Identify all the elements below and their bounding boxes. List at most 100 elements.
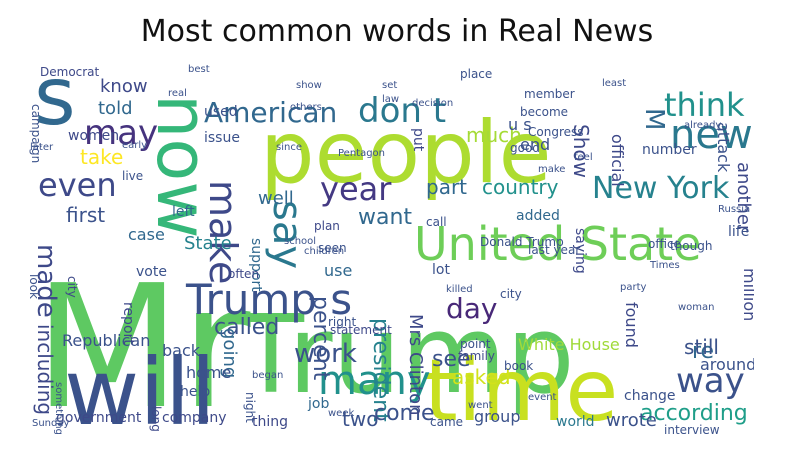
cloud-word: American: [204, 96, 337, 129]
cloud-word: feel: [574, 152, 593, 163]
cloud-word: end: [520, 135, 550, 154]
cloud-word: part: [426, 175, 467, 199]
cloud-word: percent: [308, 296, 333, 381]
cloud-word: country: [482, 175, 559, 199]
cloud-word: vote: [136, 264, 167, 280]
cloud-word: government: [56, 410, 142, 426]
cloud-word: work: [294, 339, 357, 369]
cloud-word: made: [31, 244, 61, 318]
chart-title: Most common words in Real News: [140, 14, 654, 49]
cloud-word: plan: [314, 219, 340, 233]
cloud-word: Russia: [718, 204, 750, 215]
cloud-word: city: [65, 276, 79, 298]
cloud-word: campaign: [29, 104, 43, 163]
cloud-word: support: [248, 238, 264, 292]
cloud-word: year: [320, 170, 392, 208]
cloud-word: don t: [358, 91, 446, 131]
cloud-word: according: [640, 401, 748, 426]
cloud-word: come: [374, 401, 435, 426]
cloud-word: time: [424, 341, 618, 434]
cloud-word: will: [64, 339, 216, 434]
cloud-word: lot: [432, 262, 450, 278]
cloud-word: something: [53, 382, 64, 434]
cloud-word: asked: [452, 365, 511, 389]
cloud-word: law: [382, 94, 399, 105]
cloud-word: party: [620, 282, 647, 293]
cloud-word: though: [670, 239, 712, 253]
cloud-word: city: [500, 287, 522, 301]
cloud-word: Times: [649, 260, 680, 271]
cloud-word: company: [162, 410, 227, 426]
cloud-word: want: [358, 205, 412, 230]
cloud-word: office: [648, 237, 681, 251]
cloud-word: woman: [678, 302, 715, 313]
cloud-word: week: [328, 408, 354, 419]
cloud-word: found: [622, 302, 641, 348]
cloud-word: going: [219, 328, 240, 378]
cloud-word: life: [728, 224, 749, 240]
cloud-word: long: [149, 406, 163, 432]
cloud-word: real: [168, 88, 187, 99]
cloud-word: president: [368, 318, 393, 422]
cloud-word: Pentagon: [338, 148, 385, 159]
cloud-word: even: [38, 166, 117, 204]
cloud-word: call: [426, 215, 447, 229]
cloud-word: two: [342, 407, 378, 431]
cloud-word: official: [608, 134, 627, 187]
cloud-word: White House: [518, 335, 620, 354]
cloud-word: still: [684, 335, 719, 359]
cloud-word: called: [214, 315, 279, 340]
cloud-word: women: [68, 128, 119, 144]
cloud-word: change: [624, 388, 676, 404]
cloud-word: early: [122, 140, 147, 151]
cloud-word: Mr: [34, 249, 251, 434]
cloud-word: event: [528, 392, 557, 403]
cloud-word: book: [504, 359, 533, 373]
cloud-word: good: [510, 141, 540, 155]
cloud-word: wrote: [606, 410, 657, 431]
cloud-word: since: [276, 142, 302, 153]
cloud-word: came: [430, 415, 463, 429]
cloud-word: Republican: [62, 331, 150, 350]
cloud-word: around: [700, 355, 754, 374]
cloud-word: world: [556, 414, 595, 430]
cloud-word: issue: [204, 130, 240, 146]
cloud-word: day: [446, 292, 498, 325]
cloud-word: used: [204, 104, 238, 120]
cloud-word: see: [432, 347, 471, 372]
cloud-word: Trump: [237, 293, 575, 418]
cloud-word: thing: [252, 414, 288, 430]
cloud-word: million: [740, 268, 754, 321]
cloud-word: say: [264, 200, 310, 269]
cloud-word: point: [460, 337, 491, 351]
cloud-word: decision: [412, 98, 453, 109]
cloud-word: last year: [528, 243, 580, 257]
cloud-word: seen: [318, 241, 347, 255]
cloud-word: put: [410, 128, 426, 152]
cloud-word: job: [307, 396, 329, 412]
cloud-word: place: [460, 67, 492, 81]
cloud-word: much: [466, 123, 522, 147]
cloud-word: night: [243, 392, 257, 423]
cloud-word: home: [186, 363, 231, 382]
cloud-word: make: [538, 164, 565, 175]
cloud-word: later: [30, 142, 54, 153]
cloud-word: Democrat: [40, 65, 100, 79]
cloud-word: may: [84, 113, 158, 153]
cloud-word: make: [201, 180, 245, 284]
cloud-word: u s: [508, 115, 532, 134]
cloud-word: already: [684, 120, 721, 131]
cloud-word: Show: [569, 124, 593, 178]
cloud-word: statement: [330, 323, 392, 337]
cloud-word: right: [328, 315, 356, 329]
cloud-word: others: [290, 102, 322, 113]
cloud-word: killed: [446, 284, 473, 295]
cloud-word: Sunday: [32, 418, 69, 429]
cloud-word: told: [98, 98, 133, 119]
cloud-word: become: [520, 105, 568, 119]
cloud-word: Congress: [528, 125, 584, 139]
cloud-word: people: [260, 103, 552, 203]
cloud-word: well: [258, 188, 294, 209]
